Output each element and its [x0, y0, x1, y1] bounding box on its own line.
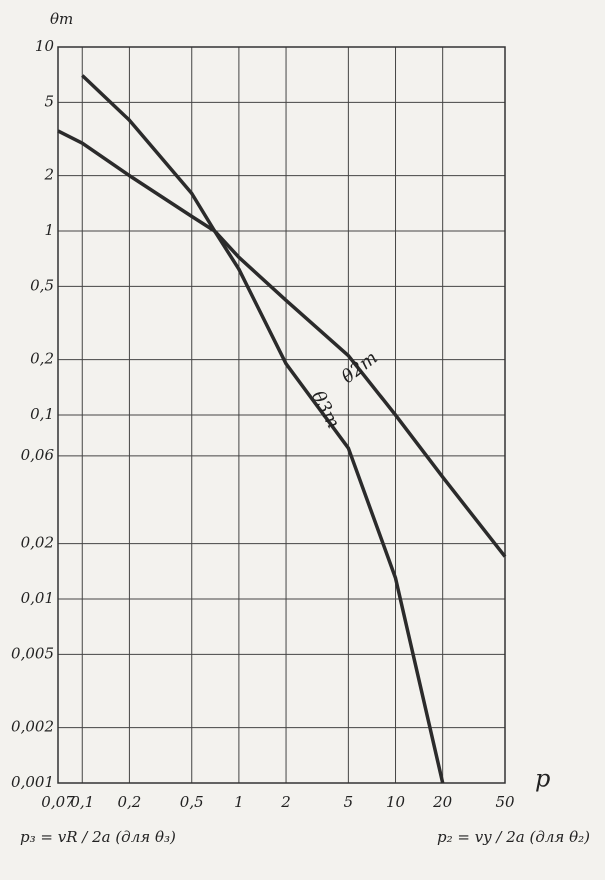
x-tick-label: 20	[432, 793, 453, 811]
x-axis-label: p	[535, 765, 550, 793]
x-tick-label: 1	[234, 793, 244, 811]
x-tick-label: 5	[344, 793, 354, 811]
y-tick-label: 0,002	[11, 718, 54, 736]
curve	[57, 129, 507, 558]
y-tick-label: 2	[43, 166, 54, 184]
x-tick-label: 10	[386, 793, 406, 811]
y-tick-label: 0,06	[21, 446, 55, 464]
x-tick-label: 2	[280, 793, 291, 811]
x-tick-label: 0,1	[70, 793, 94, 811]
formula: p₃ = vR / 2a (для θ₃)	[20, 828, 176, 846]
y-axis-label: θm	[50, 10, 73, 28]
y-tick-label: 0,5	[30, 276, 54, 294]
y-tick-label: 1	[44, 221, 54, 239]
formula: p₂ = vy / 2a (для θ₂)	[437, 828, 590, 846]
plot-frame	[57, 46, 506, 784]
y-tick-label: 5	[44, 92, 54, 110]
y-tick-label: 0,005	[11, 644, 54, 662]
curve	[81, 74, 445, 784]
x-tick-label: 0,5	[180, 793, 204, 811]
y-tick-label: 0,01	[21, 589, 54, 607]
x-tick-label: 0,07	[41, 793, 75, 811]
y-tick-label: 10	[35, 37, 55, 55]
y-tick-label: 0,1	[30, 405, 54, 423]
y-tick-label: 0,001	[11, 773, 54, 791]
x-tick-label: 50	[495, 793, 515, 811]
x-tick-label: 0,2	[117, 793, 141, 811]
y-tick-label: 0,2	[30, 350, 54, 368]
y-tick-label: 0,02	[21, 534, 54, 552]
